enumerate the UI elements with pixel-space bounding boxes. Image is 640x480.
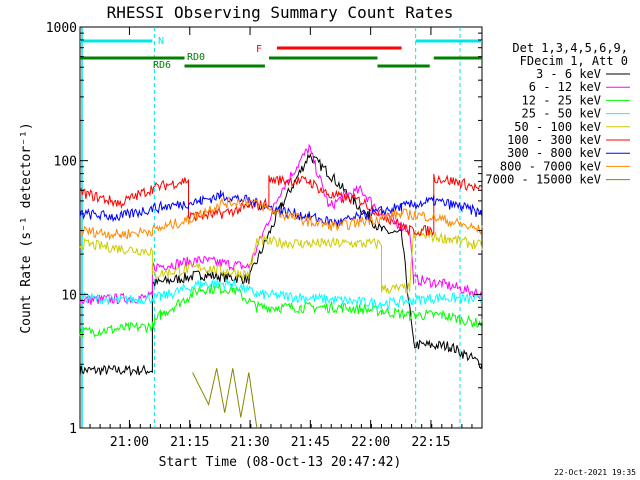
legend-entry-label-5: 100 - 300 keV: [507, 133, 601, 147]
y-axis: 1 10 100 1000: [46, 21, 482, 437]
x-tick-label-2: 21:30: [230, 435, 269, 450]
y-tick-label-0: 1: [69, 422, 77, 437]
x-tick-label-5: 22:15: [411, 435, 450, 450]
series-line-0: [79, 152, 483, 377]
x-tick-label-1: 21:15: [170, 435, 209, 450]
state-label-rd0: RD0: [187, 52, 205, 63]
legend-header-line-1: Det 1,3,4,5,6,9,: [512, 41, 628, 55]
plot-area: N RD0 RD6 F: [79, 27, 483, 429]
timestamp: 22-Oct-2021 19:35: [554, 468, 636, 477]
state-label-f: F: [256, 44, 262, 55]
y-axis-label: Count Rate (s⁻¹ detector⁻¹): [19, 122, 34, 333]
state-label-rd6: RD6: [153, 60, 171, 71]
legend-entry-label-3: 25 - 50 keV: [522, 107, 601, 121]
legend-entry-label-4: 50 - 100 keV: [514, 120, 601, 134]
series-line-4: [79, 229, 483, 295]
legend: Det 1,3,4,5,6,9, FDecim 1, Att 0 3 - 6 k…: [485, 41, 630, 187]
legend-entry-label-2: 12 - 25 keV: [522, 93, 601, 107]
series-line-7: [79, 196, 483, 241]
legend-header-line-2: FDecim 1, Att 0: [520, 54, 628, 68]
legend-entry-label-7: 800 - 7000 keV: [500, 159, 601, 173]
state-label-n: N: [158, 36, 164, 47]
y-tick-label-2: 100: [54, 155, 77, 170]
series-line-2: [79, 283, 483, 338]
x-tick-label-3: 21:45: [291, 435, 330, 450]
chart-title: RHESSI Observing Summary Count Rates: [107, 3, 454, 22]
legend-entry-label-8: 7000 - 15000 keV: [485, 173, 601, 187]
x-tick-label-0: 21:00: [110, 435, 149, 450]
x-axis-label: Start Time (08-Oct-13 20:47:42): [159, 455, 402, 470]
y-tick-label-3: 1000: [46, 21, 77, 36]
x-axis: 21:00 21:15 21:30 21:45 22:00 22:15: [79, 27, 483, 450]
legend-entry-label-1: 6 - 12 keV: [529, 80, 601, 94]
x-tick-label-4: 22:00: [351, 435, 390, 450]
legend-entry-label-6: 300 - 800 keV: [507, 146, 601, 160]
series-line-5: [79, 173, 483, 237]
series-line-1: [79, 143, 483, 305]
y-tick-label-1: 10: [61, 288, 77, 303]
series-line-8: [192, 368, 258, 429]
series-line-3: [79, 279, 483, 310]
legend-entry-label-0: 3 - 6 keV: [536, 67, 601, 81]
